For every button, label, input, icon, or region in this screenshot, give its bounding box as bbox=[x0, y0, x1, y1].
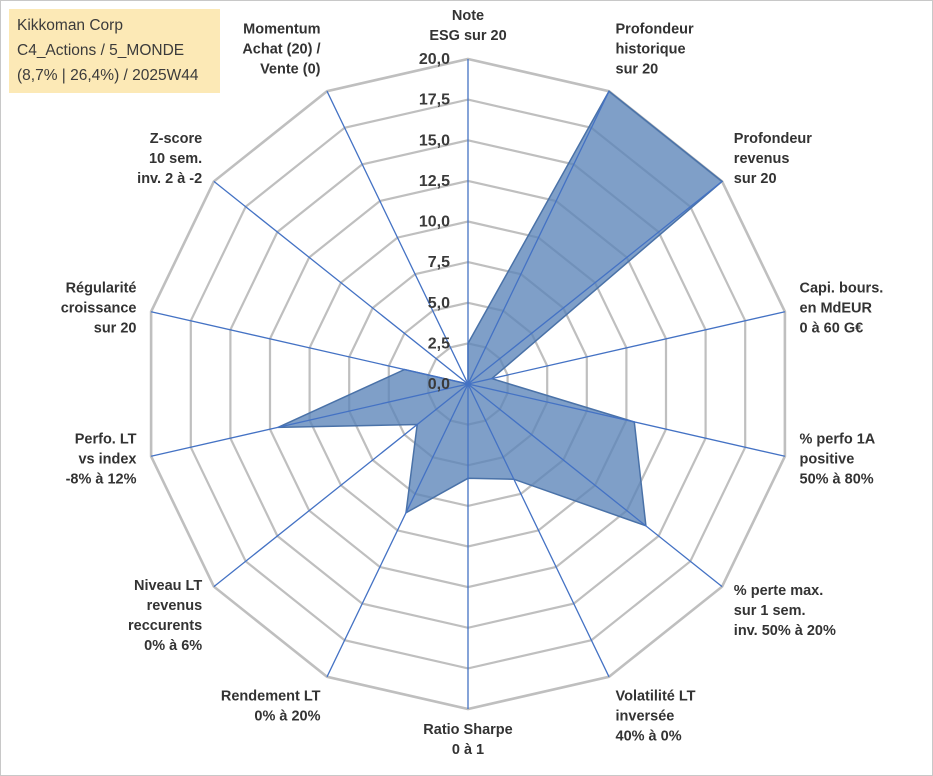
axis-label-line: sur 20 bbox=[616, 62, 659, 78]
radial-tick-label: 12,5 bbox=[419, 173, 450, 190]
axis-label-line: 0% à 6% bbox=[144, 638, 202, 654]
axis-label-line: Capi. bours. bbox=[800, 280, 884, 296]
axis-label-line: en MdEUR bbox=[800, 300, 873, 316]
axis-label-line: Niveau LT bbox=[134, 578, 202, 594]
axis-label-line: 0 à 60 G€ bbox=[800, 320, 864, 336]
axis-label-line: Perfo. LT bbox=[75, 432, 137, 448]
axis-label-11: Perfo. LT vs index -8% à 12% bbox=[66, 432, 137, 488]
axis-label-line: inv. 2 à -2 bbox=[137, 171, 202, 187]
stats-label: (8,7% | 26,4%) / 2025W44 bbox=[17, 67, 199, 84]
axis-label-line: sur 1 sem. bbox=[734, 603, 806, 619]
axis-label-line: sur 20 bbox=[94, 320, 137, 336]
radial-tick-label: 5,0 bbox=[428, 295, 450, 312]
axis-label-line: croissance bbox=[61, 300, 137, 316]
axis-spoke-2 bbox=[467, 90, 610, 385]
axis-label-3: Profondeur revenus sur 20 bbox=[734, 131, 812, 187]
axis-label-line: inv. 50% à 20% bbox=[734, 623, 836, 639]
radial-tick-label: 17,5 bbox=[419, 92, 450, 109]
axis-label-line: Volatilité LT bbox=[616, 688, 696, 704]
axis-label-line: historique bbox=[616, 42, 686, 58]
axis-label-13: Z-score 10 sem. inv. 2 à -2 bbox=[137, 131, 202, 187]
axis-label-2: Profondeur historique sur 20 bbox=[616, 22, 694, 78]
data-series-area bbox=[277, 90, 724, 527]
axis-label-line: % perte max. bbox=[734, 583, 823, 599]
axis-spoke-12 bbox=[150, 311, 469, 385]
axis-spoke-9 bbox=[326, 383, 469, 678]
axis-label-4: Capi. bours. en MdEUR 0 à 60 G€ bbox=[800, 280, 884, 336]
axis-label-6: % perte max. sur 1 sem. inv. 50% à 20% bbox=[734, 583, 836, 639]
axis-label-line: positive bbox=[800, 452, 855, 468]
axis-spoke-6 bbox=[467, 383, 723, 588]
radial-tick-label: 7,5 bbox=[428, 254, 450, 271]
axis-label-line: ESG sur 20 bbox=[429, 28, 506, 44]
radial-tick-label: 15,0 bbox=[419, 132, 450, 149]
axis-spoke-7 bbox=[467, 383, 610, 678]
axis-label-line: 10 sem. bbox=[149, 151, 202, 167]
axis-label-line: sur 20 bbox=[734, 171, 777, 187]
axis-label-12: Régularité croissance sur 20 bbox=[61, 280, 137, 336]
axis-label-line: 0 à 1 bbox=[452, 742, 484, 758]
axis-label-line: Vente (0) bbox=[260, 62, 321, 78]
axis-spoke-4 bbox=[467, 311, 786, 385]
axis-label-7: Volatilité LT inversée 40% à 0% bbox=[616, 688, 696, 744]
title-box: Kikkoman Corp C4_Actions / 5_MONDE (8,7%… bbox=[9, 9, 220, 93]
axis-spoke-10 bbox=[213, 383, 469, 588]
axis-spoke-5 bbox=[467, 383, 786, 457]
axis-label-line: Note bbox=[452, 8, 484, 24]
axis-label-line: Profondeur bbox=[616, 22, 694, 38]
axis-spoke-3 bbox=[467, 180, 723, 385]
axis-label-14: Momentum Achat (20) / Vente (0) bbox=[242, 22, 320, 78]
axis-label-5: % perfo 1A positive 50% à 80% bbox=[800, 432, 876, 488]
axis-label-line: reccurents bbox=[128, 618, 202, 634]
axis-label-line: 40% à 0% bbox=[616, 728, 682, 744]
axis-spoke-11 bbox=[150, 383, 469, 457]
axis-label-line: Momentum bbox=[243, 22, 320, 38]
axis-spoke-13 bbox=[213, 180, 469, 385]
axis-label-line: Profondeur bbox=[734, 131, 812, 147]
axis-label-line: Achat (20) / bbox=[242, 42, 320, 58]
axis-label-10: Niveau LT revenus reccurents 0% à 6% bbox=[128, 578, 202, 654]
radial-tick-label: 10,0 bbox=[419, 214, 450, 231]
radial-tick-label: 0,0 bbox=[428, 376, 450, 393]
category-label: C4_Actions / 5_MONDE bbox=[17, 42, 185, 59]
axis-label-8: Ratio Sharpe 0 à 1 bbox=[423, 722, 512, 758]
radial-tick-label: 20,0 bbox=[419, 51, 450, 68]
axis-label-line: revenus bbox=[734, 151, 790, 167]
axis-label-line: vs index bbox=[78, 452, 136, 468]
axis-label-line: Ratio Sharpe bbox=[423, 722, 512, 738]
axis-label-line: Z-score bbox=[150, 131, 202, 147]
axis-label-line: -8% à 12% bbox=[66, 472, 137, 488]
axis-label-line: inversée bbox=[616, 708, 675, 724]
axis-label-line: 0% à 20% bbox=[254, 708, 320, 724]
company-name: Kikkoman Corp bbox=[17, 17, 123, 34]
axis-label-line: 50% à 80% bbox=[800, 472, 874, 488]
axis-label-line: Régularité bbox=[66, 280, 137, 296]
axis-spoke-14 bbox=[326, 90, 469, 385]
axis-label-line: % perfo 1A bbox=[800, 432, 876, 448]
axis-label-line: Rendement LT bbox=[221, 688, 321, 704]
radial-tick-label: 2,5 bbox=[428, 335, 450, 352]
axis-label-line: revenus bbox=[147, 598, 203, 614]
axis-label-9: Rendement LT 0% à 20% bbox=[221, 688, 321, 724]
axis-label-1: Note ESG sur 20 bbox=[429, 8, 506, 44]
